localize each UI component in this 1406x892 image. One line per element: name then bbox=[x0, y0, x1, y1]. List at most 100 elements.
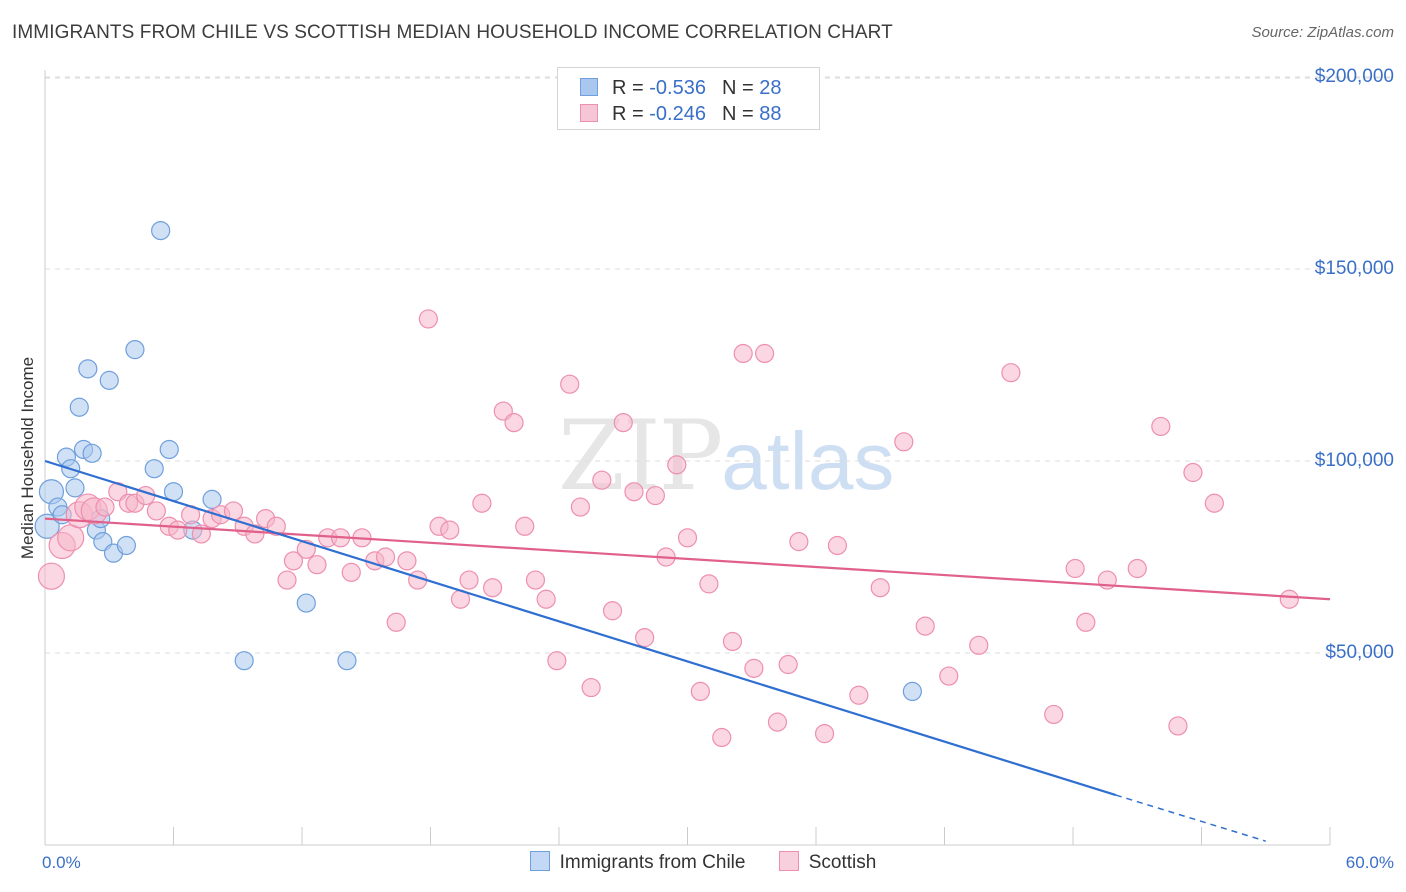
legend-r-label-scottish: R = bbox=[612, 103, 650, 125]
point-scottish-44 bbox=[504, 413, 524, 433]
point-scottish-80 bbox=[1044, 704, 1064, 725]
legend-swatch-scottish bbox=[580, 103, 598, 122]
point-scottish-55 bbox=[624, 482, 644, 502]
point-scottish-71 bbox=[814, 724, 835, 744]
point-chile-16 bbox=[116, 535, 136, 556]
trendline-chile bbox=[44, 459, 1117, 797]
point-scottish-70 bbox=[789, 532, 809, 552]
x-tick-label-max: 60.0% bbox=[1345, 853, 1394, 872]
point-chile-27 bbox=[902, 681, 922, 702]
point-scottish-53 bbox=[602, 601, 623, 621]
point-chile-17 bbox=[125, 340, 145, 360]
point-chile-26 bbox=[337, 651, 357, 671]
point-chile-20 bbox=[159, 439, 179, 460]
point-scottish-2 bbox=[57, 524, 85, 552]
point-scottish-33 bbox=[386, 612, 406, 632]
point-chile-14 bbox=[99, 370, 119, 390]
point-scottish-89 bbox=[1279, 589, 1299, 609]
y-tick-label-1: $100,000 bbox=[1314, 450, 1394, 471]
point-scottish-60 bbox=[677, 528, 698, 548]
y-axis-label: Median Household Income bbox=[18, 356, 37, 560]
point-scottish-36 bbox=[418, 309, 438, 329]
point-scottish-75 bbox=[894, 432, 914, 452]
point-scottish-47 bbox=[536, 589, 556, 609]
point-scottish-48 bbox=[547, 651, 567, 671]
point-scottish-87 bbox=[1183, 462, 1203, 483]
point-scottish-74 bbox=[870, 578, 890, 598]
point-chile-25 bbox=[296, 593, 316, 613]
legend-label-chile: Immigrants from Chile bbox=[559, 852, 746, 873]
point-scottish-40 bbox=[459, 570, 479, 590]
point-scottish-56 bbox=[635, 628, 655, 648]
point-scottish-41 bbox=[472, 493, 492, 513]
legend-swatch-chile bbox=[580, 77, 598, 96]
legend-r-value-chile: -0.536 bbox=[649, 77, 706, 99]
point-scottish-29 bbox=[341, 562, 361, 582]
point-scottish-20 bbox=[245, 524, 265, 544]
y-tick-label-3: $200,000 bbox=[1314, 66, 1394, 87]
point-scottish-57 bbox=[645, 485, 665, 506]
point-chile-18 bbox=[144, 459, 164, 479]
legend-row-chile: R = -0.536 N = 28 bbox=[580, 77, 781, 101]
point-scottish-62 bbox=[699, 574, 719, 594]
point-scottish-13 bbox=[168, 520, 188, 540]
point-scottish-63 bbox=[712, 727, 732, 748]
point-scottish-0 bbox=[37, 562, 66, 590]
point-chile-9 bbox=[78, 359, 98, 379]
point-scottish-26 bbox=[307, 555, 327, 575]
legend-row-scottish: R = -0.246 N = 88 bbox=[580, 103, 781, 127]
point-scottish-77 bbox=[939, 666, 959, 686]
point-scottish-54 bbox=[613, 413, 633, 433]
legend-n-value-scottish: 88 bbox=[759, 103, 782, 125]
point-scottish-79 bbox=[1001, 363, 1021, 383]
legend-item-scottish: Scottish bbox=[778, 850, 876, 874]
point-scottish-64 bbox=[722, 631, 743, 652]
point-scottish-24 bbox=[283, 551, 304, 571]
point-scottish-45 bbox=[515, 516, 535, 536]
legend-box-scottish bbox=[778, 850, 799, 871]
point-scottish-81 bbox=[1065, 558, 1085, 579]
legend-item-chile: Immigrants from Chile bbox=[529, 850, 746, 874]
point-scottish-76 bbox=[915, 616, 935, 636]
point-scottish-46 bbox=[525, 570, 546, 590]
point-scottish-23 bbox=[277, 570, 297, 590]
y-tick-label-0: $50,000 bbox=[1325, 642, 1394, 663]
trendline-scottish bbox=[44, 517, 1331, 601]
point-scottish-61 bbox=[690, 681, 710, 702]
point-scottish-42 bbox=[483, 578, 503, 598]
legend-r-label-chile: R = bbox=[612, 77, 650, 99]
point-scottish-10 bbox=[136, 485, 156, 506]
point-scottish-6 bbox=[95, 497, 115, 517]
point-chile-7 bbox=[69, 397, 89, 417]
point-scottish-72 bbox=[827, 535, 848, 556]
legend-n-value-chile: 28 bbox=[759, 77, 782, 99]
point-chile-6 bbox=[65, 478, 85, 498]
x-tick-label-min: 0.0% bbox=[42, 853, 81, 872]
point-chile-24 bbox=[234, 651, 254, 671]
legend-box-chile bbox=[529, 850, 550, 871]
point-scottish-32 bbox=[375, 547, 396, 567]
point-scottish-65 bbox=[733, 343, 753, 364]
legend-r-value-scottish: -0.246 bbox=[649, 103, 706, 125]
point-scottish-84 bbox=[1127, 558, 1147, 579]
y-tick-label-2: $150,000 bbox=[1314, 258, 1394, 279]
point-chile-10 bbox=[82, 443, 102, 463]
point-scottish-50 bbox=[570, 497, 591, 517]
chart-title: IMMIGRANTS FROM CHILE VS SCOTTISH MEDIAN… bbox=[12, 22, 893, 43]
point-scottish-69 bbox=[778, 654, 798, 675]
point-scottish-11 bbox=[146, 501, 166, 521]
point-scottish-67 bbox=[754, 343, 775, 364]
series-legend: Immigrants from Chile Scottish bbox=[0, 850, 1406, 874]
point-scottish-86 bbox=[1168, 716, 1188, 736]
point-scottish-51 bbox=[581, 677, 601, 698]
point-scottish-38 bbox=[440, 520, 460, 540]
point-scottish-49 bbox=[560, 374, 580, 394]
trendline-chile-extension bbox=[1115, 794, 1266, 842]
correlation-legend: R = -0.536 N = 28 R = -0.246 N = 88 bbox=[557, 67, 820, 130]
point-scottish-82 bbox=[1076, 612, 1096, 632]
point-chile-23 bbox=[202, 489, 222, 509]
point-scottish-59 bbox=[667, 455, 687, 475]
point-chile-0 bbox=[34, 513, 60, 539]
legend-n-label-scottish: N = bbox=[721, 103, 760, 125]
point-scottish-68 bbox=[767, 712, 788, 732]
